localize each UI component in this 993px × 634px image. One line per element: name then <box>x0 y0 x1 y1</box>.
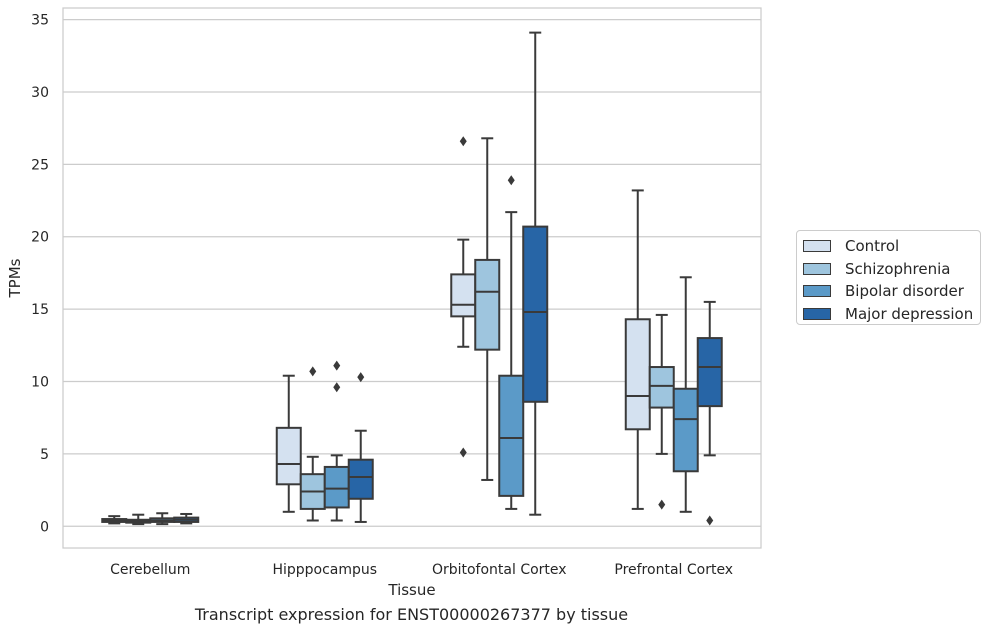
y-tick-labels: 0 5 10 15 20 25 30 35 <box>31 13 49 536</box>
legend-label-bipolar-disorder: Bipolar disorder <box>845 282 964 301</box>
outlier-point <box>658 499 666 510</box>
box-major-depression <box>522 31 549 516</box>
iqr-box <box>672 387 699 473</box>
y-tick-label: 25 <box>31 157 49 173</box>
box-bipolar-disorder <box>672 276 699 513</box>
plot-frame <box>62 7 762 549</box>
x-axis-label: Tissue <box>387 581 435 599</box>
y-tick-label: 5 <box>40 447 49 463</box>
legend-label-control: Control <box>845 237 900 256</box>
legend: Control Schizophrenia Bipolar disorder M… <box>796 230 981 325</box>
box-schizophrenia <box>474 137 501 481</box>
legend-swatch-major-depression <box>803 307 831 320</box>
box-schizophrenia <box>299 366 326 522</box>
y-tick-label: 15 <box>31 302 49 318</box>
y-tick-label: 35 <box>31 13 49 29</box>
outlier-point <box>357 372 365 383</box>
legend-label-major-depression: Major depression <box>845 304 974 323</box>
box-bipolar-disorder <box>498 175 525 510</box>
iqr-box <box>696 337 723 408</box>
box-series <box>101 31 723 526</box>
box-control <box>624 189 651 510</box>
iqr-box <box>450 273 477 318</box>
iqr-box <box>275 426 302 486</box>
box-control <box>101 515 128 525</box>
y-tick-label: 0 <box>40 519 49 535</box>
box-schizophrenia <box>648 313 675 510</box>
y-tick-label: 20 <box>31 230 49 246</box>
legend-swatch-schizophrenia <box>803 262 831 275</box>
box-major-depression <box>347 372 374 523</box>
y-axis-label: TPMs <box>6 258 24 298</box>
iqr-box <box>522 225 549 403</box>
legend-item-major-depression: Major depression <box>803 303 980 326</box>
iqr-box <box>347 458 374 500</box>
x-tick-label: Hipppocampus <box>272 562 377 578</box>
iqr-box <box>474 258 501 351</box>
box-schizophrenia <box>125 513 152 526</box>
plot-background <box>63 8 761 548</box>
x-tick-label: Orbitofontal Cortex <box>432 562 567 578</box>
y-gridlines <box>63 18 761 527</box>
outlier-point <box>706 515 714 526</box>
x-tick-labels: Cerebellum Hipppocampus Orbitofontal Corte… <box>110 562 733 578</box>
y-tick-label: 30 <box>31 85 49 101</box>
box-major-depression <box>173 512 200 525</box>
iqr-box <box>624 318 651 431</box>
box-major-depression <box>696 300 723 526</box>
legend-label-schizophrenia: Schizophrenia <box>845 259 951 278</box>
outlier-point <box>459 447 467 458</box>
y-tick-label: 10 <box>31 375 49 391</box>
iqr-box <box>323 465 350 509</box>
iqr-box <box>498 374 525 497</box>
legend-item-control: Control <box>803 235 980 258</box>
legend-item-bipolar-disorder: Bipolar disorder <box>803 280 980 303</box>
x-tick-label: Prefrontal Cortex <box>614 562 733 578</box>
box-control <box>450 136 477 458</box>
figure-caption: Transcript expression for ENST0000026737… <box>194 605 629 624</box>
outlier-point <box>333 382 341 393</box>
box-control <box>275 374 302 513</box>
outlier-point <box>309 366 317 377</box>
outlier-point <box>459 136 467 147</box>
legend-swatch-bipolar-disorder <box>803 285 831 298</box>
x-tick-label: Cerebellum <box>110 562 190 578</box>
outlier-point <box>333 360 341 371</box>
outlier-point <box>507 175 515 186</box>
legend-swatch-control <box>803 240 831 253</box>
legend-item-schizophrenia: Schizophrenia <box>803 258 980 281</box>
iqr-box <box>648 366 675 409</box>
